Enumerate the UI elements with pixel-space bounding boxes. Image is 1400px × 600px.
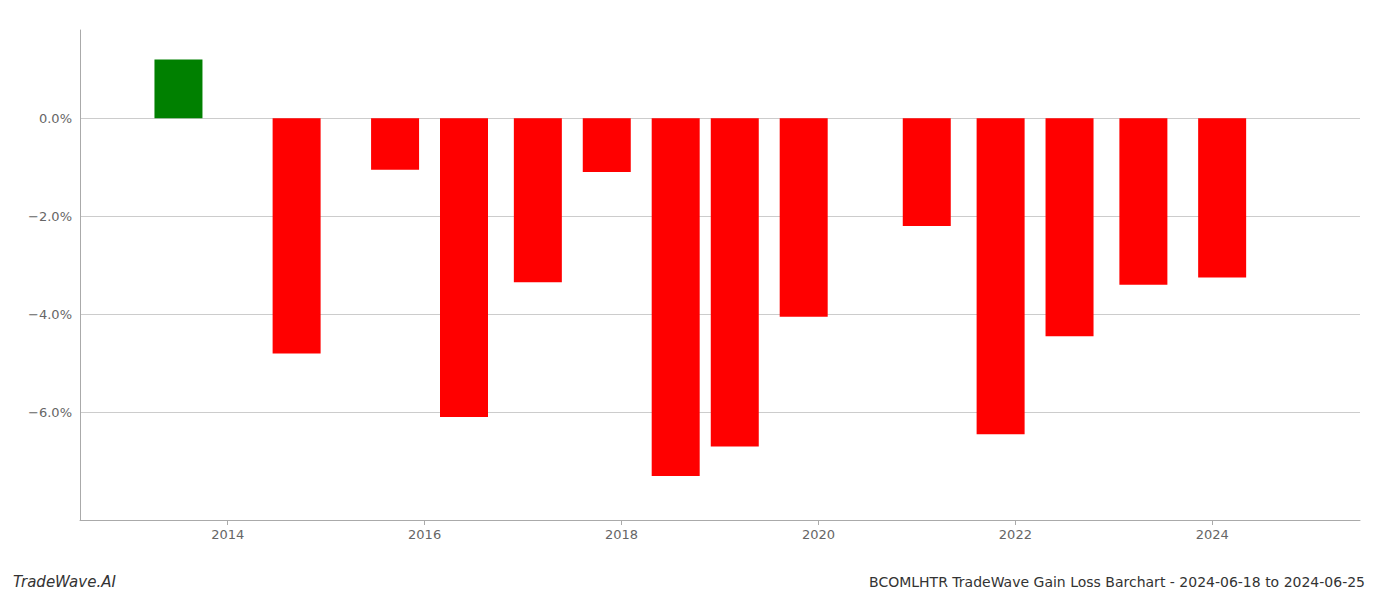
svg-text:−6.0%: −6.0% [28, 405, 72, 420]
svg-text:TradeWave.AI: TradeWave.AI [13, 573, 116, 591]
svg-text:2016: 2016 [408, 527, 441, 542]
svg-text:2022: 2022 [999, 527, 1032, 542]
svg-text:2024: 2024 [1196, 527, 1229, 542]
svg-text:2018: 2018 [605, 527, 638, 542]
svg-text:−2.0%: −2.0% [28, 209, 72, 224]
svg-text:−4.0%: −4.0% [28, 307, 72, 322]
svg-text:0.0%: 0.0% [39, 111, 72, 126]
svg-text:2020: 2020 [802, 527, 835, 542]
svg-text:BCOMLHTR TradeWave Gain Loss B: BCOMLHTR TradeWave Gain Loss Barchart - … [869, 574, 1365, 590]
svg-text:2014: 2014 [211, 527, 244, 542]
